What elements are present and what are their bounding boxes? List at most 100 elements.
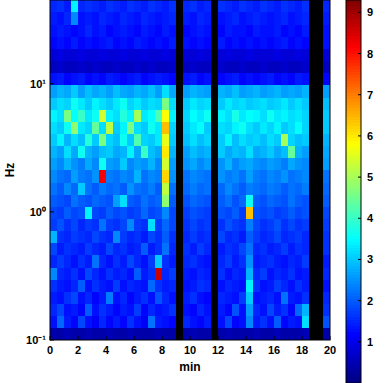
heatmap-cell <box>323 146 330 159</box>
colorbar-gradient <box>346 54 361 57</box>
heatmap-cell <box>127 85 135 98</box>
heatmap-cell <box>85 219 93 232</box>
heatmap-cell <box>106 73 114 86</box>
heatmap-cell <box>225 219 233 232</box>
heatmap-cell <box>260 146 268 159</box>
heatmap-cell <box>225 279 233 292</box>
gap-cell <box>316 328 324 340</box>
gap-cell <box>176 243 184 256</box>
heatmap-cell <box>302 219 310 232</box>
heatmap-cell <box>155 121 163 134</box>
colorbar-gradient <box>346 18 361 21</box>
heatmap-cell <box>155 158 163 171</box>
heatmap-cell <box>155 304 163 317</box>
heatmap-cell <box>197 231 205 244</box>
heatmap-cell <box>260 206 268 219</box>
heatmap-cell <box>288 316 296 329</box>
heatmap-cell <box>260 316 268 329</box>
heatmap-cell <box>99 12 107 25</box>
heatmap-cell <box>218 279 226 292</box>
heatmap-cell <box>99 0 107 12</box>
heatmap-cell <box>288 243 296 256</box>
colorbar-gradient <box>346 93 361 96</box>
heatmap-cell <box>253 279 261 292</box>
heatmap-cell <box>169 133 177 146</box>
heatmap-cell <box>99 61 107 74</box>
heatmap-cell <box>253 316 261 329</box>
colorbar-gradient <box>346 302 361 305</box>
heatmap-cell <box>253 328 261 340</box>
heatmap-cell <box>267 304 275 317</box>
heatmap-cell <box>232 24 240 37</box>
gap-cell <box>309 61 317 74</box>
heatmap-cell <box>120 48 128 61</box>
heatmap-cell <box>162 121 170 134</box>
colorbar-gradient <box>346 108 361 111</box>
heatmap-cell <box>162 231 170 244</box>
heatmap-cell <box>64 85 72 98</box>
heatmap-cell <box>78 170 86 183</box>
heatmap-cell <box>78 133 86 146</box>
heatmap-cell <box>267 182 275 195</box>
heatmap-cell <box>204 146 212 159</box>
heatmap-cell <box>113 231 121 244</box>
heatmap-cell <box>113 158 121 171</box>
heatmap-cell <box>148 267 156 280</box>
colorbar-gradient <box>346 221 361 224</box>
heatmap-cell <box>218 48 226 61</box>
heatmap-cell <box>113 279 121 292</box>
heatmap-cell <box>183 48 191 61</box>
heatmap-cell <box>155 12 163 25</box>
gap-cell <box>176 206 184 219</box>
heatmap-cell <box>106 121 114 134</box>
gap-cell <box>316 219 324 232</box>
colorbar-gradient <box>346 69 361 72</box>
heatmap-cell <box>246 85 254 98</box>
gap-cell <box>211 279 219 292</box>
gap-cell <box>211 48 219 61</box>
heatmap-cell <box>92 48 100 61</box>
heatmap-cell <box>134 0 142 12</box>
heatmap-cell <box>225 267 233 280</box>
heatmap-cell <box>162 61 170 74</box>
heatmap-cell <box>92 206 100 219</box>
heatmap-cell <box>197 279 205 292</box>
gap-cell <box>211 146 219 159</box>
gap-cell <box>316 279 324 292</box>
heatmap-cell <box>239 291 247 304</box>
heatmap-cell <box>239 85 247 98</box>
heatmap-cell <box>148 304 156 317</box>
heatmap-cell <box>232 279 240 292</box>
heatmap-cell <box>148 12 156 25</box>
colorbar-gradient <box>346 39 361 42</box>
heatmap-cell <box>50 243 58 256</box>
heatmap-cell <box>50 170 58 183</box>
heatmap-cell <box>239 158 247 171</box>
heatmap-cell <box>57 48 65 61</box>
heatmap-cell <box>127 146 135 159</box>
heatmap-cell <box>120 36 128 49</box>
heatmap-cell <box>288 267 296 280</box>
heatmap-cell <box>162 0 170 12</box>
heatmap-cell <box>190 85 198 98</box>
colorbar-gradient <box>346 362 361 365</box>
gap-cell <box>211 0 219 12</box>
heatmap-cell <box>204 12 212 25</box>
heatmap-cell <box>225 85 233 98</box>
heatmap-cell <box>225 170 233 183</box>
heatmap-cell <box>78 0 86 12</box>
colorbar-gradient <box>346 156 361 159</box>
heatmap-cell <box>113 12 121 25</box>
gap-cell <box>211 255 219 268</box>
gap-cell <box>176 219 184 232</box>
heatmap-cell <box>260 267 268 280</box>
heatmap-cell <box>204 133 212 146</box>
colorbar-gradient <box>346 335 361 338</box>
heatmap-cell <box>218 194 226 207</box>
heatmap-cell <box>127 0 135 12</box>
heatmap-cell <box>204 121 212 134</box>
heatmap-cell <box>85 182 93 195</box>
colorbar-gradient <box>346 171 361 174</box>
colorbar-tick-label: 3 <box>367 253 373 265</box>
heatmap-cell <box>239 0 247 12</box>
